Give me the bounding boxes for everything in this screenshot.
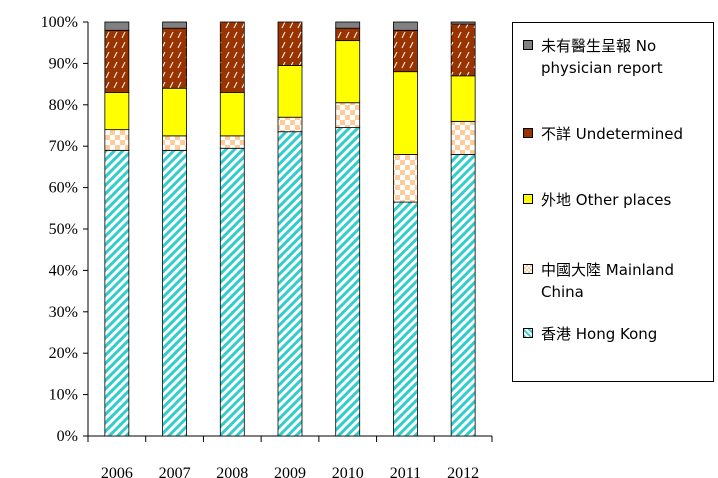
legend-swatch-no-physician-report	[523, 40, 533, 50]
bar-segment-2006-2	[104, 91, 130, 131]
y-tick-label: 50%	[49, 221, 78, 238]
bar-segment-2007-0	[162, 149, 187, 437]
bar-segment-2012-3	[450, 23, 476, 77]
bar-segment-2007-2	[162, 87, 187, 137]
bar-segment-2008-0	[219, 147, 245, 437]
y-tick-label: 0%	[57, 428, 78, 445]
bar-segment-2011-2	[393, 71, 418, 155]
legend-label-hong-kong: 香港 Hong Kong	[541, 325, 658, 343]
bar-segment-2007-3	[162, 27, 187, 89]
bar-segment-2008-1	[219, 135, 245, 149]
legend-swatch-other-places	[523, 194, 533, 204]
y-tick-label: 10%	[49, 387, 78, 404]
x-tick-label: 2011	[390, 465, 421, 478]
bar-segment-2012-0	[450, 154, 476, 437]
x-tick-label: 2012	[447, 465, 479, 478]
bar-segment-2010-4	[335, 21, 361, 29]
legend-swatch-hong-kong	[523, 328, 533, 338]
bar-segment-2011-1	[393, 154, 418, 203]
bar-segment-2010-2	[335, 40, 361, 104]
bar-segment-2006-4	[104, 21, 130, 31]
legend-label-other-places: 外地 Other places	[541, 191, 672, 209]
x-tick-label: 2009	[274, 465, 306, 478]
bar-segment-2012-4	[450, 21, 476, 25]
y-tick-label: 100%	[41, 14, 78, 31]
bar-segment-2012-1	[450, 120, 476, 155]
bar-segment-2011-3	[393, 29, 418, 73]
bar-segment-2006-1	[104, 129, 130, 151]
bar-segment-2006-3	[104, 29, 130, 93]
legend-swatch-mainland-china	[523, 264, 533, 274]
bar-segment-2009-0	[277, 131, 303, 437]
chart-plot: 0% 10% 20% 30% 40% 50% 60% 70% 80% 90% 100% 2006 200…	[41, 14, 493, 478]
y-tick-label: 30%	[49, 304, 78, 321]
bar-segment-2007-1	[162, 135, 187, 151]
bar-segment-2011-4	[393, 21, 418, 31]
bar-segment-2009-1	[277, 116, 303, 133]
legend-swatch-undetermined	[523, 128, 533, 138]
legend-label-mainland-china: 中國大陸 Mainland China	[541, 261, 674, 301]
y-tick-label: 20%	[49, 345, 78, 362]
bar-segment-2010-1	[335, 102, 361, 128]
bar-segment-2010-0	[335, 127, 361, 437]
x-tick-label: 2008	[216, 465, 248, 478]
y-tick-label: 60%	[49, 180, 78, 197]
bar-segment-2010-3	[335, 27, 361, 42]
x-tick-label: 2006	[101, 465, 133, 478]
x-tick-label: 2010	[332, 465, 364, 478]
bar-segment-2008-2	[219, 91, 245, 137]
bar-segment-2009-2	[277, 65, 303, 118]
bar-segment-2011-0	[393, 201, 418, 437]
bar-segment-2006-0	[104, 149, 130, 437]
bar-segment-2012-2	[450, 75, 476, 122]
bar-segment-2008-3	[219, 21, 245, 93]
legend: 未有醫生呈報 No physician report 不詳 Undetermin…	[512, 22, 714, 382]
y-tick-label: 70%	[49, 138, 78, 155]
legend-label-no-physician-report: 未有醫生呈報 No physician report	[541, 37, 663, 77]
y-tick-label: 40%	[49, 262, 78, 279]
legend-label-undetermined: 不詳 Undetermined	[541, 125, 684, 143]
y-tick-label: 80%	[49, 97, 78, 114]
bar-segment-2007-4	[162, 21, 187, 29]
bar-segment-2009-3	[277, 21, 303, 66]
x-tick-label: 2007	[159, 465, 191, 478]
y-tick-label: 90%	[49, 55, 78, 72]
